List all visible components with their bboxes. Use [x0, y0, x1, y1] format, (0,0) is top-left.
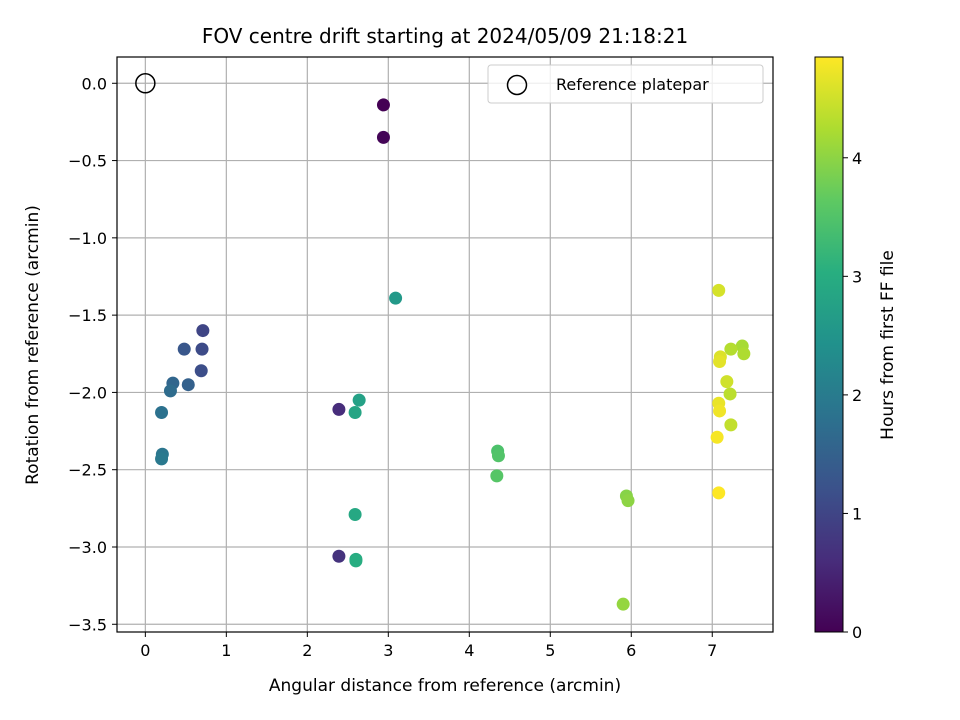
- y-tick-label-7: −3.5: [68, 615, 107, 634]
- chart-title: FOV centre drift starting at 2024/05/09 …: [202, 24, 688, 48]
- data-point-11: [155, 406, 169, 420]
- colorbar-tick-label-4: 4: [852, 149, 862, 168]
- colorbar-tick-label-0: 0: [852, 623, 862, 642]
- data-point-8: [181, 378, 195, 392]
- data-point-15: [352, 393, 366, 407]
- x-axis-ticks: 0 1 2 3 4 5 6 7: [140, 632, 717, 660]
- x-tick-label-5: 5: [545, 641, 555, 660]
- colorbar-gradient: [814, 56, 844, 633]
- reference-marker-layer: [135, 73, 156, 94]
- data-point-3: [332, 549, 346, 563]
- data-point-14: [389, 291, 403, 305]
- data-point-25: [616, 597, 630, 611]
- data-point-4: [196, 324, 210, 338]
- data-point-32: [712, 283, 726, 297]
- data-point-0: [376, 98, 390, 112]
- x-tick-label-0: 0: [140, 641, 150, 660]
- data-point-34: [713, 355, 727, 369]
- data-point-21: [491, 449, 505, 463]
- reference-platepar-marker: [135, 73, 156, 94]
- y-tick-label-2: −1.0: [68, 229, 107, 248]
- colorbar-label: Hours from first FF file: [878, 250, 898, 440]
- legend: Reference platepar: [487, 64, 764, 104]
- data-point-13: [155, 452, 169, 466]
- data-point-5: [195, 342, 209, 356]
- y-tick-label-6: −3.0: [68, 538, 107, 557]
- y-tick-label-0: 0.0: [82, 74, 107, 93]
- colorbar: 0 1 2 3 4 Hours from first FF file: [814, 56, 898, 642]
- colorbar-tick-label-3: 3: [852, 267, 862, 286]
- grid-lines: [117, 57, 773, 632]
- y-tick-label-4: −2.0: [68, 383, 107, 402]
- legend-label-reference: Reference platepar: [556, 75, 709, 94]
- x-axis-label: Angular distance from reference (arcmin): [269, 676, 621, 696]
- x-tick-label-2: 2: [302, 641, 312, 660]
- data-point-1: [376, 130, 390, 144]
- data-point-27: [737, 347, 751, 361]
- x-tick-label-3: 3: [383, 641, 393, 660]
- x-tick-label-4: 4: [464, 641, 474, 660]
- data-point-28: [724, 342, 738, 356]
- data-point-24: [621, 494, 635, 508]
- plot-frame: [116, 56, 774, 633]
- x-tick-label-7: 7: [707, 641, 717, 660]
- y-tick-label-1: −0.5: [68, 152, 107, 171]
- y-tick-label-5: −2.5: [68, 461, 107, 480]
- data-point-38: [712, 486, 726, 500]
- data-points: [155, 98, 751, 611]
- data-point-30: [724, 418, 738, 432]
- data-point-6: [194, 364, 208, 378]
- data-point-7: [177, 342, 191, 356]
- data-point-37: [710, 430, 724, 444]
- colorbar-ticks: 0 1 2 3 4: [843, 149, 862, 642]
- data-point-36: [713, 404, 727, 418]
- x-tick-label-1: 1: [221, 641, 231, 660]
- colorbar-tick-label-2: 2: [852, 386, 862, 405]
- data-point-10: [163, 384, 177, 398]
- y-axis-label: Rotation from reference (arcmin): [23, 205, 43, 485]
- y-axis-ticks: 0.0 −0.5 −1.0 −1.5 −2.0 −2.5 −3.0 −3.5: [68, 74, 117, 634]
- data-point-16: [348, 406, 362, 420]
- legend-box: [487, 64, 764, 104]
- data-point-17: [348, 508, 362, 522]
- y-tick-label-3: −1.5: [68, 306, 107, 325]
- legend-marker-reference: [506, 74, 528, 96]
- data-point-29: [723, 387, 737, 401]
- colorbar-tick-label-1: 1: [852, 504, 862, 523]
- x-tick-label-6: 6: [626, 641, 636, 660]
- data-point-31: [720, 375, 734, 389]
- data-point-2: [332, 402, 346, 416]
- data-point-19: [349, 554, 363, 568]
- data-point-22: [490, 469, 504, 483]
